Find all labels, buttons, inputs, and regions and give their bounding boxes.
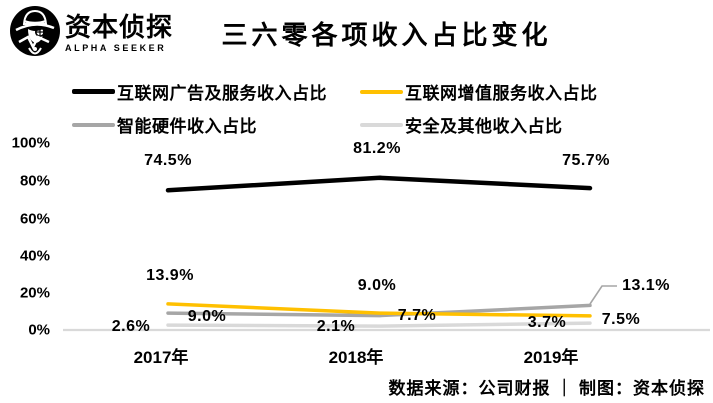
source-note: 数据来源：公司财报 ｜ 制图：资本侦探 (388, 379, 705, 398)
data-label: 74.5% (144, 152, 192, 169)
data-label: 2.1% (316, 318, 356, 335)
chart-title: 三六零各项收入占比变化 (221, 21, 552, 50)
legend-swatch-gray (72, 122, 115, 127)
data-label: 2.6% (111, 318, 151, 335)
brand-name-cn: 资本侦探 (65, 11, 174, 42)
brand-text: 资本侦探 ALPHA SEEKER (65, 12, 173, 53)
legend-label: 智能硬件收入占比 (117, 117, 257, 136)
legend-label: 互联网广告及服务收入占比 (117, 84, 327, 103)
series-line-value-added (166, 302, 592, 318)
y-tick-0: 0% (28, 321, 50, 339)
x-tick-2018: 2018年 (328, 348, 384, 367)
data-label: 3.7% (527, 314, 567, 331)
series-line-hardware (166, 303, 592, 318)
x-tick-2019: 2019年 (523, 348, 579, 367)
legend-item-hardware: 智能硬件收入占比 (72, 112, 257, 137)
series-line-advertising (165, 175, 593, 193)
data-label: 81.2% (353, 140, 401, 157)
data-label: 75.7% (562, 152, 610, 169)
data-label: 9.0% (357, 277, 397, 294)
data-label: 7.5% (601, 311, 641, 328)
legend-label: 安全及其他收入占比 (405, 117, 563, 136)
legend-swatch-lightgray (360, 122, 403, 127)
series-line-security (166, 321, 592, 328)
legend-item-value-added: 互联网增值服务收入占比 (360, 79, 598, 104)
legend-item-advertising: 互联网广告及服务收入占比 (72, 79, 327, 104)
x-tick-2017: 2017年 (133, 348, 189, 367)
brand-name-en: ALPHA SEEKER (65, 42, 167, 53)
detective-icon (10, 6, 60, 56)
legend-label: 互联网增值服务收入占比 (405, 84, 598, 103)
brand-logo: 资本侦探 ALPHA SEEKER (9, 4, 173, 60)
y-tick-60: 60% (19, 210, 50, 228)
legend-swatch-yellow (360, 89, 403, 94)
y-tick-80: 80% (19, 172, 50, 190)
y-tick-20: 20% (19, 284, 50, 302)
legend-item-security: 安全及其他收入占比 (360, 112, 563, 137)
data-label: 13.1% (622, 277, 670, 294)
y-tick-40: 40% (19, 247, 50, 265)
data-label: 9.0% (187, 308, 227, 325)
data-label: 7.7% (397, 307, 437, 324)
legend-swatch-black (72, 89, 115, 94)
data-label: 13.9% (146, 267, 194, 284)
y-tick-100: 100% (11, 134, 50, 152)
callout-leader-line (589, 285, 617, 305)
